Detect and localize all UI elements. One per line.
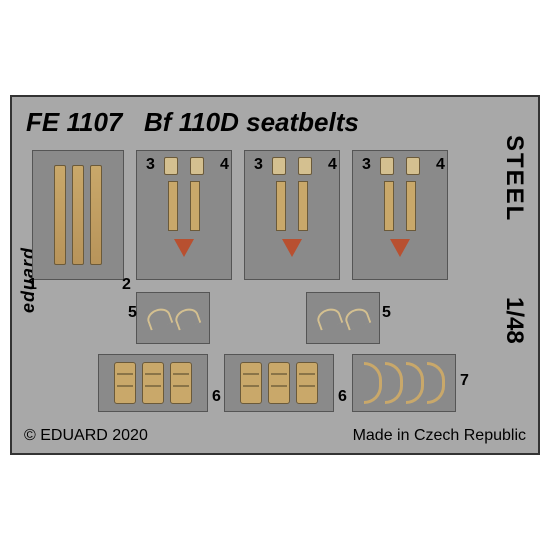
buckle-row	[380, 157, 420, 175]
copyright-text: © EDUARD 2020	[24, 427, 148, 445]
strap-row	[384, 181, 416, 231]
part-number: 5	[382, 304, 391, 322]
product-code: FE 1107	[26, 107, 122, 137]
product-title: FE 1107 Bf 110D seatbelts	[26, 107, 359, 138]
product-name: Bf 110D seatbelts	[144, 107, 359, 137]
curve-icon	[385, 362, 403, 404]
part-number: 3	[362, 156, 371, 174]
buckle-icon	[380, 157, 394, 175]
strap-icon	[406, 181, 416, 231]
part-number: 4	[328, 156, 337, 174]
part-number: 6	[212, 388, 221, 406]
buckle-icon	[164, 157, 178, 175]
triangle-icon	[174, 239, 194, 257]
part-number: 3	[254, 156, 263, 174]
hook-icon	[315, 305, 344, 330]
pad-icon	[268, 362, 290, 404]
part-tile-5b	[306, 292, 380, 344]
strap-row	[276, 181, 308, 231]
part-tile-6a	[98, 354, 208, 412]
product-card: FE 1107 Bf 110D seatbelts STEEL 1/48 edu…	[10, 95, 540, 455]
strap-row	[168, 181, 200, 231]
pad-icon	[296, 362, 318, 404]
buckle-icon	[406, 157, 420, 175]
strap-icon	[276, 181, 286, 231]
hook-icon	[145, 305, 174, 330]
strap-icon	[384, 181, 394, 231]
hook-icon	[343, 305, 372, 330]
part-tile-6b	[224, 354, 334, 412]
part-number: 1	[28, 276, 37, 294]
part-number: 2	[122, 276, 131, 294]
parts-area: 1 2 3 4 3 4 3 4 5 5 6 6 7	[20, 144, 530, 404]
strap-icon	[190, 181, 200, 231]
hook-icon	[173, 305, 202, 330]
curve-icon	[406, 362, 424, 404]
strap-icon	[90, 165, 102, 265]
strap-icon	[168, 181, 178, 231]
part-tile-1	[32, 150, 124, 280]
strap-icon	[54, 165, 66, 265]
pad-icon	[142, 362, 164, 404]
part-tile-5a	[136, 292, 210, 344]
triangle-icon	[282, 239, 302, 257]
strap-icon	[72, 165, 84, 265]
part-number: 4	[436, 156, 445, 174]
curve-icon	[427, 362, 445, 404]
buckle-icon	[190, 157, 204, 175]
pad-icon	[170, 362, 192, 404]
strap-icon	[298, 181, 308, 231]
footer: © EDUARD 2020 Made in Czech Republic	[24, 427, 526, 445]
part-tile-7	[352, 354, 456, 412]
triangle-icon	[390, 239, 410, 257]
pad-icon	[240, 362, 262, 404]
curve-icon	[364, 362, 382, 404]
buckle-row	[272, 157, 312, 175]
buckle-row	[164, 157, 204, 175]
part-number: 6	[338, 388, 347, 406]
title-row: FE 1107 Bf 110D seatbelts	[20, 105, 530, 140]
buckle-icon	[272, 157, 286, 175]
part-number: 4	[220, 156, 229, 174]
buckle-icon	[298, 157, 312, 175]
part-number: 3	[146, 156, 155, 174]
part-number: 7	[460, 372, 469, 390]
pad-icon	[114, 362, 136, 404]
origin-text: Made in Czech Republic	[353, 427, 526, 445]
part-number: 5	[128, 304, 137, 322]
